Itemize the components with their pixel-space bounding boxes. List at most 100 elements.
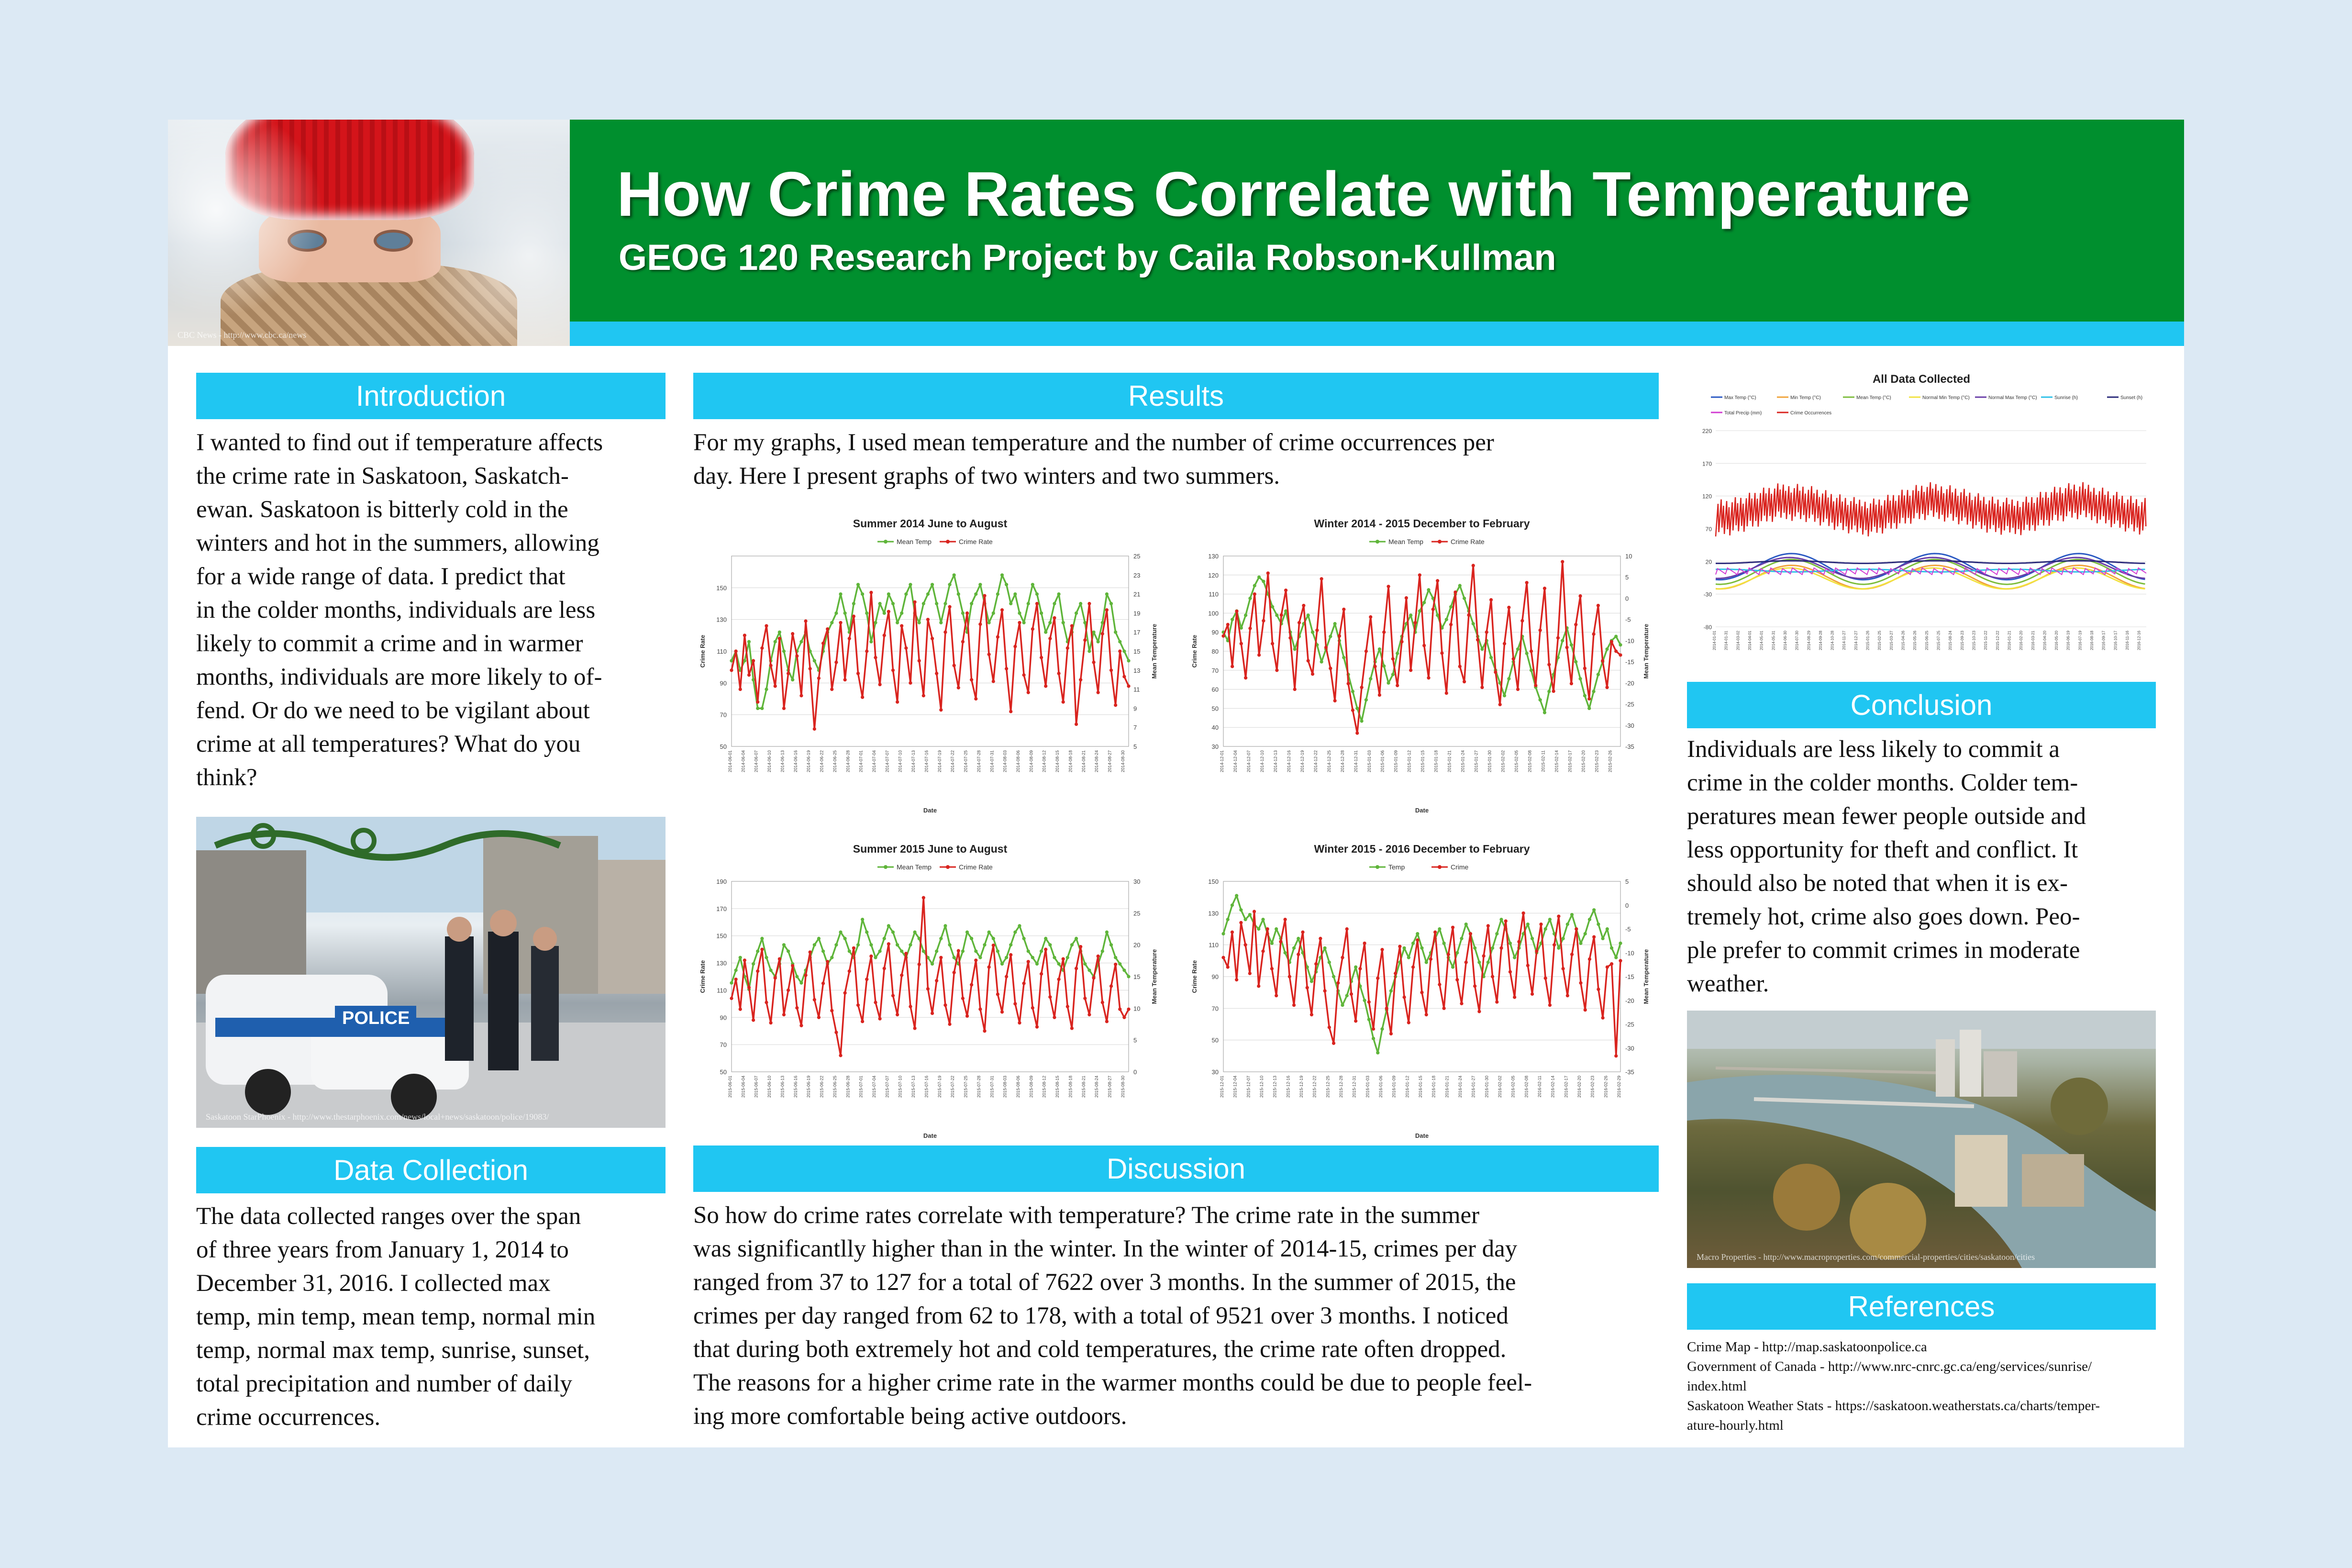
svg-text:Max Temp (°C): Max Temp (°C) xyxy=(1724,395,1756,400)
data-point xyxy=(1382,630,1386,634)
data-point xyxy=(900,949,904,953)
data-point xyxy=(1345,994,1349,998)
legend-entry: Mean Temp xyxy=(877,538,932,545)
data-point xyxy=(1039,611,1043,615)
x-tick-label: 2015-09-23 xyxy=(1960,630,1964,650)
data-point xyxy=(1400,640,1404,644)
data-point xyxy=(1464,922,1468,926)
series-line xyxy=(1716,560,2145,564)
data-point xyxy=(1026,949,1030,953)
x-tick-label: 2014-06-28 xyxy=(845,750,850,772)
data-point xyxy=(1341,1003,1344,1007)
data-point xyxy=(1495,932,1499,936)
x-tick-label: 2015-12-19 xyxy=(1299,1076,1304,1098)
x-tick-label: 2016-02-08 xyxy=(1524,1076,1529,1098)
data-point xyxy=(1118,649,1122,653)
data-point xyxy=(1387,585,1390,589)
data-point xyxy=(1306,659,1310,663)
data-point xyxy=(1583,694,1586,698)
data-point xyxy=(1065,1004,1069,1009)
y-tick-label: 50 xyxy=(1212,1037,1219,1044)
data-point xyxy=(1026,960,1030,964)
svg-text:Crime Rate: Crime Rate xyxy=(1451,538,1485,545)
y-tick-label: 70 xyxy=(1212,667,1219,674)
data-point xyxy=(1363,999,1366,1002)
data-point xyxy=(1053,1015,1056,1019)
data-point xyxy=(1061,621,1065,624)
data-point xyxy=(939,621,943,624)
data-point xyxy=(909,583,912,587)
data-point xyxy=(852,601,855,606)
data-point xyxy=(747,986,751,990)
data-point xyxy=(974,697,978,701)
data-point xyxy=(856,943,860,947)
data-point xyxy=(939,936,943,940)
data-point xyxy=(865,978,869,981)
data-point xyxy=(948,943,952,947)
x-tick-label: 2016-05-20 xyxy=(2054,630,2059,650)
data-point xyxy=(1087,1013,1091,1017)
y2-tick-label: -25 xyxy=(1625,701,1634,708)
x-tick-label: 2015-12-22 xyxy=(1996,630,2000,650)
x-tick-label: 2014-06-07 xyxy=(754,750,759,772)
data-point xyxy=(847,969,851,973)
data-point xyxy=(1424,1013,1428,1017)
data-point xyxy=(1468,932,1473,936)
data-point xyxy=(1516,688,1520,691)
data-point xyxy=(730,981,733,985)
data-point xyxy=(1462,596,1466,601)
data-point xyxy=(1248,971,1252,975)
y-tick-label: 40 xyxy=(1212,724,1219,731)
x-tick-label: 2014-08-27 xyxy=(1108,750,1112,772)
introduction-text: I wanted to find out if temperature affe… xyxy=(196,429,603,791)
data-point xyxy=(1402,995,1406,999)
data-point xyxy=(970,678,974,682)
data-point xyxy=(765,1001,768,1004)
x-tick-label: 2015-08-03 xyxy=(1003,1076,1008,1098)
data-point xyxy=(943,924,947,928)
data-point xyxy=(1087,601,1091,606)
data-point xyxy=(874,621,877,624)
x-tick-label: 2014-07-25 xyxy=(964,750,968,772)
data-point xyxy=(1387,681,1390,685)
data-point xyxy=(1109,668,1113,672)
data-point xyxy=(1601,1016,1605,1020)
data-point xyxy=(738,1007,742,1011)
y2-tick-label: 20 xyxy=(1133,942,1140,949)
y-tick-label: 100 xyxy=(1208,610,1219,617)
data-point xyxy=(900,624,904,628)
data-point xyxy=(895,1013,899,1017)
data-point xyxy=(1044,630,1048,634)
chart-svg: Summer 2015 June to August Mean Temp Crime… xyxy=(699,843,1158,1139)
data-point xyxy=(1587,697,1591,701)
data-point xyxy=(956,592,960,596)
data-point xyxy=(1305,986,1309,990)
data-point xyxy=(1248,913,1252,917)
poster: CBC News - http://www.cbc.ca/news How Cr… xyxy=(168,120,2184,1447)
data-point xyxy=(1346,682,1350,686)
data-point xyxy=(1464,960,1468,964)
data-point xyxy=(1105,608,1109,612)
data-point xyxy=(1355,731,1359,735)
data-point xyxy=(1526,964,1530,967)
data-point xyxy=(1467,613,1471,617)
data-point xyxy=(1226,918,1230,922)
y-tick-label: 30 xyxy=(1212,1068,1219,1076)
legend-entry: Sunset (h) xyxy=(2107,395,2142,400)
y-tick-label: -30 xyxy=(1704,591,1712,598)
data-point xyxy=(795,975,799,979)
x-tick-label: 2015-01-09 xyxy=(1394,750,1398,772)
x-tick-label: 2015-08-06 xyxy=(1016,1076,1021,1098)
x-tick-label: 2016-02-02 xyxy=(1498,1076,1502,1098)
data-point xyxy=(1044,936,1048,940)
x-tick-label: 2015-06-22 xyxy=(820,1076,824,1098)
data-point xyxy=(887,942,890,946)
data-point xyxy=(1431,607,1435,612)
data-point xyxy=(1462,680,1466,684)
conclusion-heading: Conclusion xyxy=(1687,682,2156,728)
svg-text:Crime Rate: Crime Rate xyxy=(959,538,993,545)
legend-entry: Mean Temp xyxy=(1369,538,1423,545)
legend-entry: Crime Rate xyxy=(940,538,993,545)
data-point xyxy=(1074,936,1078,940)
data-point xyxy=(1235,609,1239,613)
